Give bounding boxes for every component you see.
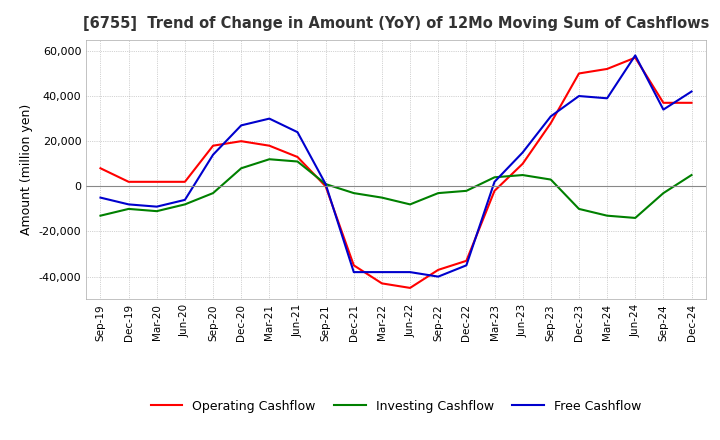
Title: [6755]  Trend of Change in Amount (YoY) of 12Mo Moving Sum of Cashflows: [6755] Trend of Change in Amount (YoY) o… [83,16,709,32]
Investing Cashflow [293,159,302,164]
Operating Cashflow [209,143,217,148]
Investing Cashflow [518,172,527,178]
Operating Cashflow [603,66,611,72]
Free Cashflow [631,53,639,58]
Investing Cashflow [237,165,246,171]
Investing Cashflow [125,206,133,212]
Investing Cashflow [406,202,415,207]
Free Cashflow [181,197,189,202]
Investing Cashflow [321,181,330,187]
Operating Cashflow [462,258,471,264]
Investing Cashflow [687,172,696,178]
Free Cashflow [237,123,246,128]
Free Cashflow [603,95,611,101]
Free Cashflow [125,202,133,207]
Free Cashflow [687,89,696,94]
Investing Cashflow [434,191,443,196]
Free Cashflow [321,181,330,187]
Investing Cashflow [659,191,667,196]
Free Cashflow [406,269,415,275]
Free Cashflow [546,114,555,119]
Investing Cashflow [349,191,358,196]
Operating Cashflow [237,139,246,144]
Free Cashflow [265,116,274,121]
Free Cashflow [209,152,217,158]
Operating Cashflow [687,100,696,106]
Investing Cashflow [96,213,105,218]
Free Cashflow [434,274,443,279]
Investing Cashflow [265,157,274,162]
Investing Cashflow [575,206,583,212]
Legend: Operating Cashflow, Investing Cashflow, Free Cashflow: Operating Cashflow, Investing Cashflow, … [146,395,646,418]
Free Cashflow [349,269,358,275]
Free Cashflow [462,263,471,268]
Operating Cashflow [631,55,639,60]
Operating Cashflow [265,143,274,148]
Operating Cashflow [490,188,499,194]
Investing Cashflow [153,209,161,214]
Operating Cashflow [96,165,105,171]
Investing Cashflow [209,191,217,196]
Investing Cashflow [181,202,189,207]
Operating Cashflow [125,179,133,184]
Line: Operating Cashflow: Operating Cashflow [101,58,691,288]
Free Cashflow [293,129,302,135]
Operating Cashflow [293,154,302,160]
Operating Cashflow [546,121,555,126]
Operating Cashflow [434,267,443,272]
Operating Cashflow [321,183,330,189]
Operating Cashflow [377,281,386,286]
Operating Cashflow [153,179,161,184]
Investing Cashflow [603,213,611,218]
Investing Cashflow [631,215,639,220]
Line: Free Cashflow: Free Cashflow [101,55,691,277]
Operating Cashflow [518,161,527,166]
Operating Cashflow [575,71,583,76]
Free Cashflow [153,204,161,209]
Operating Cashflow [406,285,415,290]
Free Cashflow [575,93,583,99]
Investing Cashflow [546,177,555,182]
Line: Investing Cashflow: Investing Cashflow [101,159,691,218]
Free Cashflow [659,107,667,112]
Operating Cashflow [349,263,358,268]
Investing Cashflow [377,195,386,200]
Free Cashflow [377,269,386,275]
Operating Cashflow [181,179,189,184]
Y-axis label: Amount (million yen): Amount (million yen) [20,104,33,235]
Free Cashflow [96,195,105,200]
Operating Cashflow [659,100,667,106]
Investing Cashflow [490,175,499,180]
Investing Cashflow [462,188,471,194]
Free Cashflow [518,150,527,155]
Free Cashflow [490,179,499,184]
